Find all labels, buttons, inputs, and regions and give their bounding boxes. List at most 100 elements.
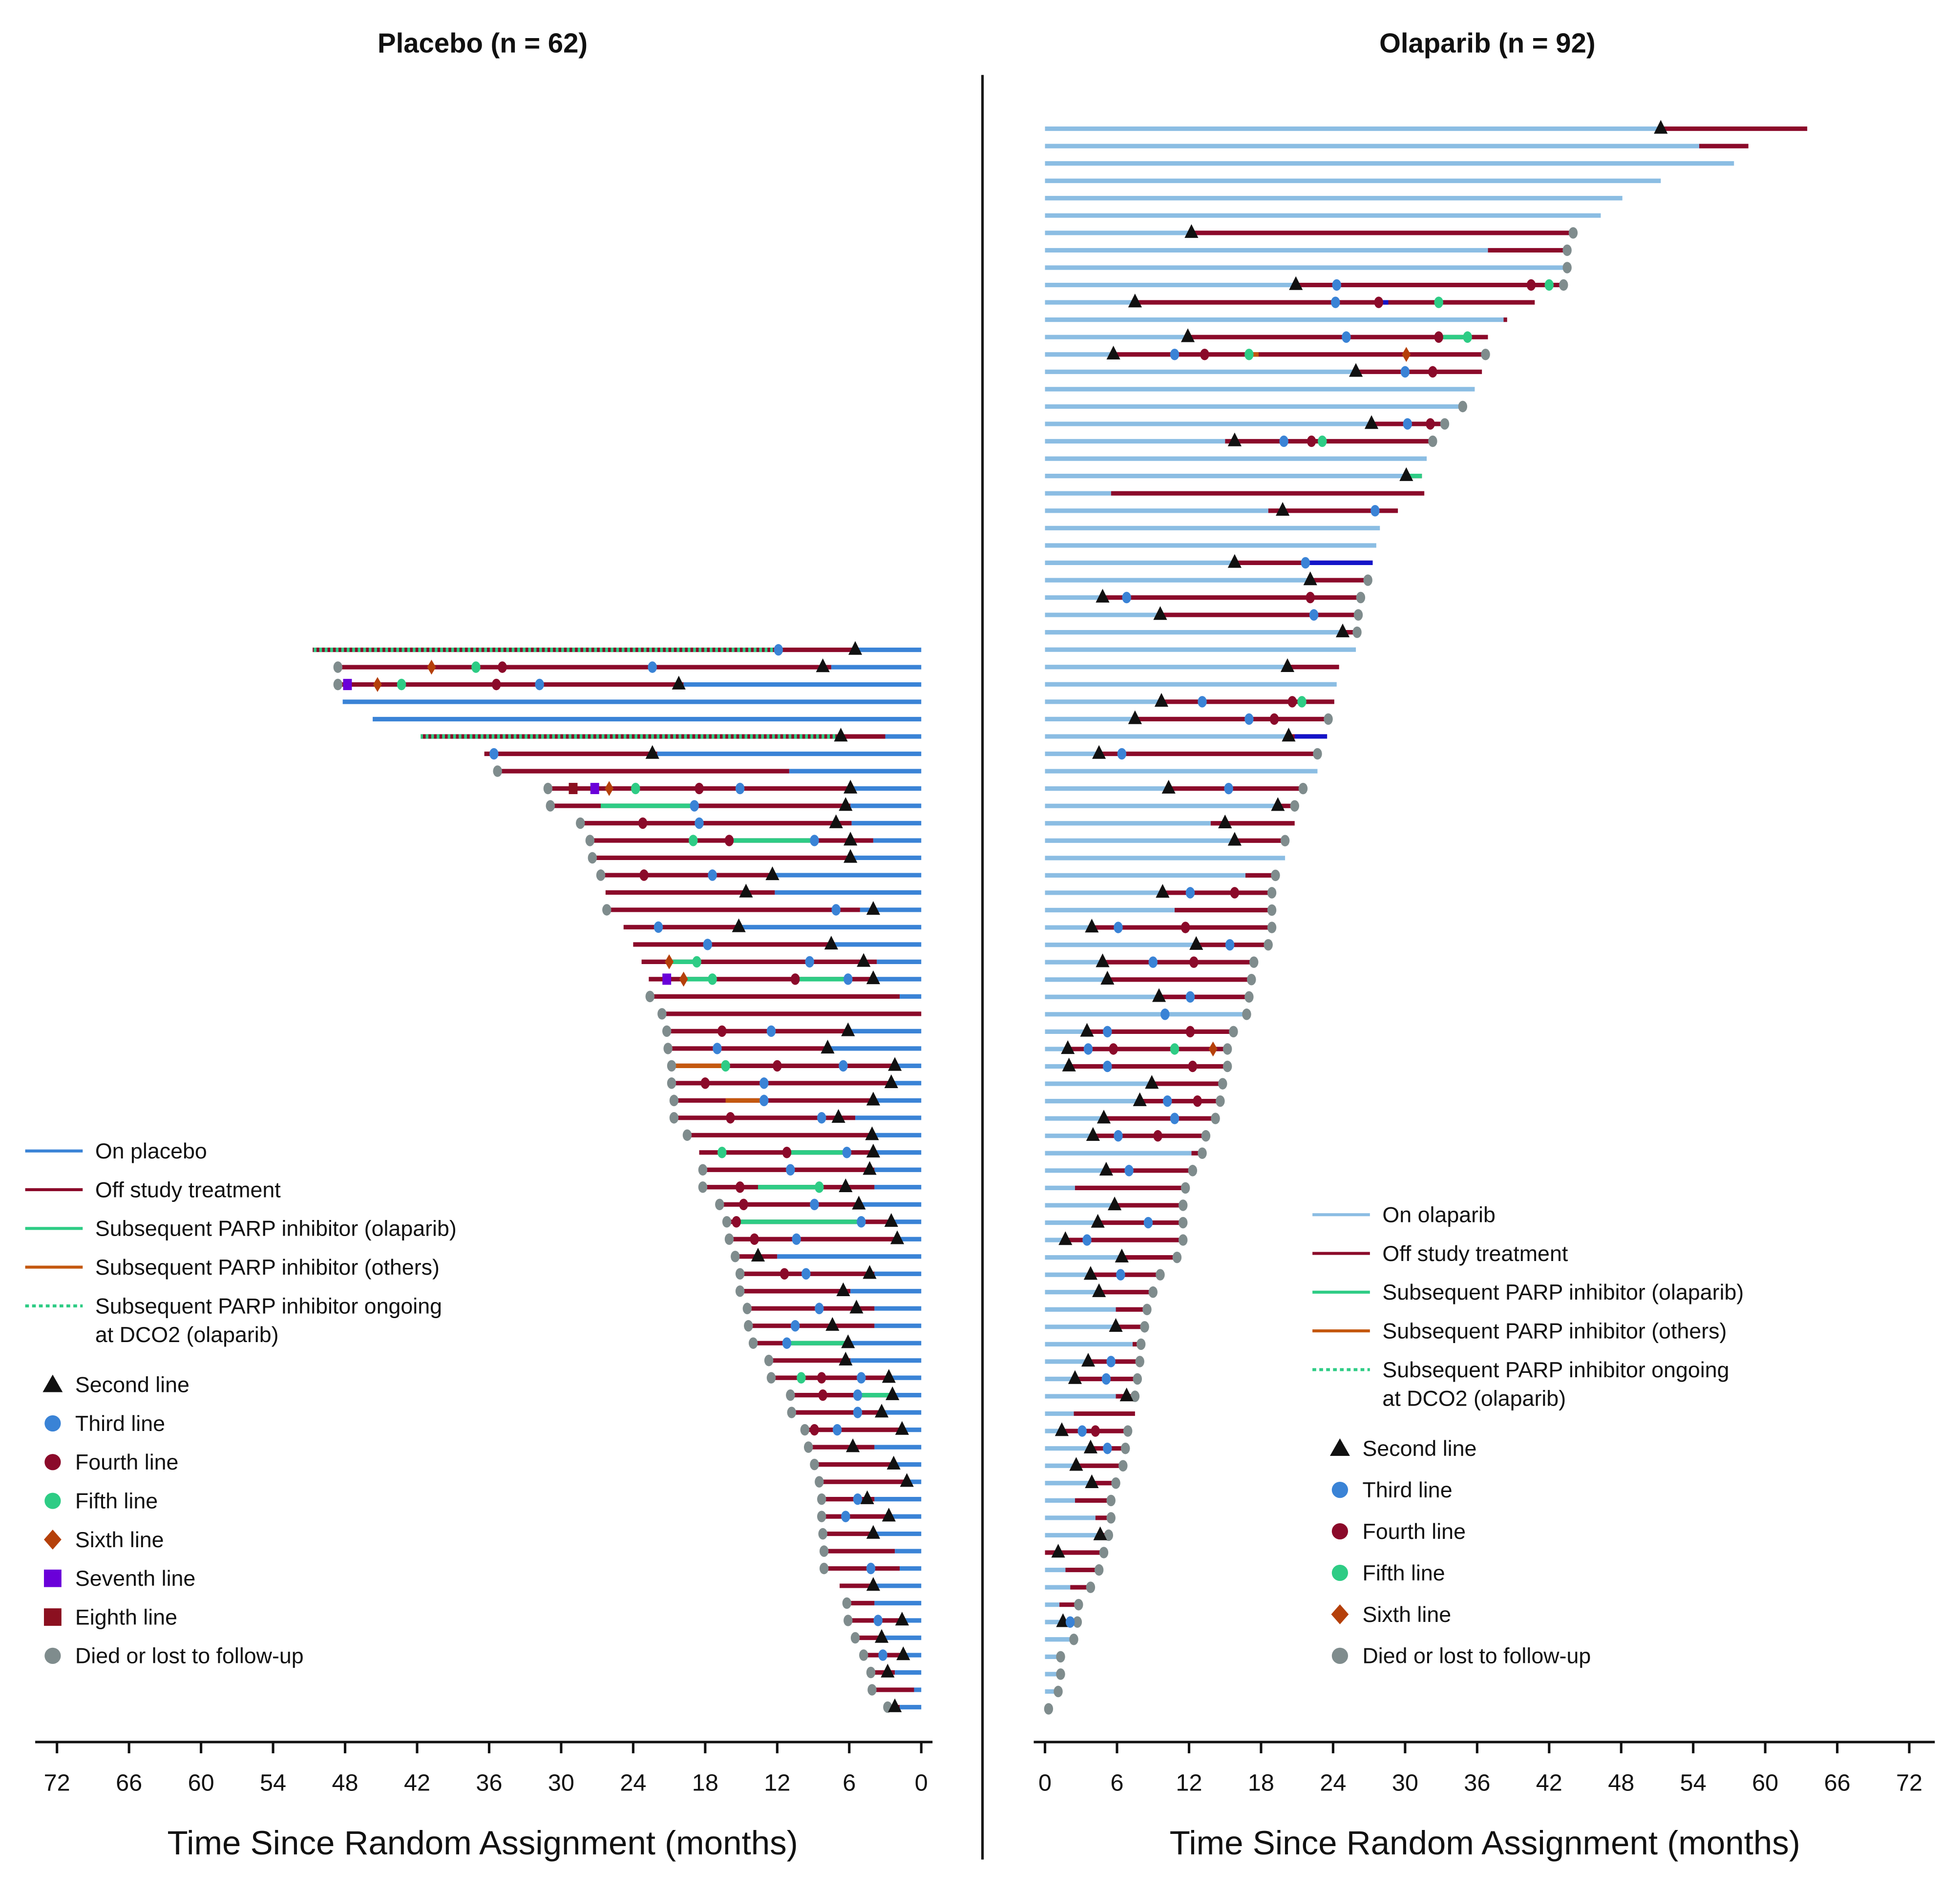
fourth-line-marker — [1189, 956, 1199, 968]
fourth-line-marker — [639, 869, 649, 881]
placebo-tick-label: 66 — [116, 1770, 142, 1796]
died-marker — [1264, 939, 1273, 951]
died-marker — [1267, 904, 1277, 916]
placebo-tick-label: 0 — [915, 1770, 928, 1796]
second-line-marker — [875, 1629, 889, 1643]
second-line-marker — [1061, 1040, 1075, 1054]
third-line-marker — [842, 1147, 852, 1158]
second-line-marker — [1085, 1474, 1099, 1489]
died-marker — [1559, 279, 1568, 291]
fourth-line-marker — [1193, 1095, 1202, 1107]
legend-label: Third line — [1362, 1478, 1452, 1502]
died-marker — [1111, 1477, 1120, 1489]
third-line-marker — [708, 869, 717, 881]
legend-label: Subsequent PARP inhibitor (olaparib) — [95, 1217, 457, 1241]
second-line-marker — [860, 1490, 874, 1504]
fourth-line-marker — [810, 1424, 819, 1436]
second-line-marker — [1399, 467, 1413, 481]
third-line-marker — [1370, 505, 1380, 517]
fifth-line-marker — [631, 782, 640, 795]
olaparib-patient-row — [1045, 693, 1334, 708]
second-line-marker — [1282, 728, 1296, 742]
olaparib-x-axis-label: Time Since Random Assignment (months) — [1170, 1824, 1800, 1862]
legend-marker-fourth-line — [1331, 1523, 1349, 1540]
fourth-line-marker — [1109, 1043, 1118, 1055]
third-line-marker — [853, 1389, 863, 1401]
legend-label: Seventh line — [75, 1566, 195, 1591]
third-line-marker — [839, 1060, 848, 1072]
died-marker — [787, 1407, 797, 1418]
sixth-line-marker — [679, 971, 688, 987]
died-marker — [1054, 1685, 1063, 1698]
placebo-patient-row — [667, 1074, 922, 1089]
third-line-marker — [1103, 1442, 1112, 1454]
olaparib-patient-row — [1045, 1214, 1188, 1229]
legend-marker-sixth-line — [1331, 1604, 1349, 1624]
third-line-marker — [878, 1649, 887, 1661]
died-marker — [1201, 1130, 1211, 1142]
third-line-marker — [1309, 609, 1319, 621]
fourth-line-marker — [717, 1025, 727, 1037]
died-marker — [698, 1164, 708, 1176]
third-line-marker — [782, 1337, 792, 1349]
legend-label: Second line — [1362, 1436, 1476, 1461]
olaparib-tick-label: 6 — [1110, 1770, 1123, 1796]
second-line-marker — [1154, 693, 1169, 707]
second-line-marker — [1108, 1197, 1122, 1211]
second-line-marker — [1276, 502, 1290, 516]
fourth-line-marker — [491, 678, 501, 691]
fourth-line-marker — [1307, 435, 1316, 447]
third-line-marker — [1077, 1425, 1087, 1437]
olaparib-patient-row — [1045, 294, 1535, 308]
second-line-marker — [865, 1126, 879, 1140]
fourth-line-marker — [1306, 591, 1315, 604]
second-line-marker — [881, 1663, 895, 1678]
olaparib-patient-row — [1045, 554, 1373, 569]
second-line-marker — [1085, 919, 1099, 933]
died-marker — [1280, 835, 1290, 847]
died-marker — [735, 1285, 745, 1297]
second-line-marker — [1119, 1387, 1134, 1402]
second-line-marker — [732, 918, 746, 932]
olaparib-patient-row — [1045, 884, 1277, 899]
died-marker — [1106, 1512, 1116, 1524]
third-line-marker — [489, 748, 499, 760]
olaparib-patient-row — [1045, 1338, 1146, 1350]
olaparib-patient-row — [1045, 988, 1254, 1003]
olaparib-patient-row — [1045, 1023, 1238, 1038]
third-line-marker — [873, 1615, 883, 1626]
olaparib-patient-row — [1045, 1439, 1130, 1454]
second-line-marker — [888, 1698, 902, 1712]
second-line-marker — [863, 1265, 877, 1279]
died-marker — [1130, 1390, 1140, 1402]
second-line-marker — [1058, 1231, 1073, 1245]
legend-label: Died or lost to follow-up — [1362, 1644, 1591, 1668]
olaparib-patient-row — [1045, 432, 1437, 447]
placebo-tick-label: 72 — [44, 1770, 70, 1796]
placebo-patient-row — [484, 745, 922, 760]
died-marker — [804, 1441, 813, 1453]
third-line-marker — [1331, 296, 1340, 308]
died-marker — [1142, 1303, 1152, 1316]
olaparib-patient-row — [1045, 1197, 1188, 1211]
olaparib-patient-row — [1045, 345, 1490, 362]
third-line-marker — [801, 1268, 811, 1280]
placebo-patient-row — [744, 1317, 922, 1332]
legend-marker-fifth-line — [1331, 1564, 1349, 1581]
olaparib-patient-row — [1045, 710, 1333, 725]
sixth-line-marker — [373, 677, 382, 692]
olaparib-tick-label: 72 — [1896, 1770, 1922, 1796]
olaparib-patient-row — [1045, 1512, 1116, 1524]
died-marker — [1172, 1251, 1182, 1263]
third-line-marker — [1103, 1026, 1112, 1038]
olaparib-tick-label: 12 — [1176, 1770, 1202, 1796]
fourth-line-marker — [1230, 887, 1240, 899]
olaparib-patient-row — [1045, 1613, 1082, 1628]
placebo-patient-row — [748, 1334, 922, 1349]
second-line-marker — [886, 1455, 901, 1470]
second-line-marker — [1051, 1544, 1065, 1558]
second-line-marker — [825, 1317, 840, 1331]
third-line-marker — [1117, 748, 1127, 760]
died-marker — [1324, 713, 1333, 725]
placebo-patient-row — [645, 990, 922, 1003]
